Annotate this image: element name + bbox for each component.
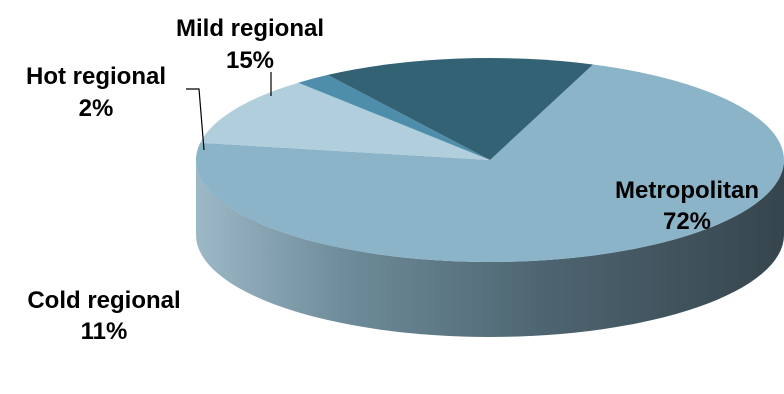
- label-mild-regional-name: Mild regional: [176, 15, 324, 42]
- pie-slice-mild-regional: [327, 58, 593, 160]
- pie-wall-metropolitan: [196, 160, 784, 337]
- label-cold-regional-name: Cold regional: [27, 287, 180, 314]
- label-metropolitan-name: Metropolitan: [615, 177, 759, 204]
- label-metropolitan-value: 72%: [663, 208, 711, 235]
- pie-slice-metropolitan: [195, 64, 784, 263]
- label-mild-regional-value: 15%: [226, 47, 274, 74]
- pie-slice-hot-regional: [298, 74, 490, 160]
- leader-line-hot-regional: [186, 88, 205, 151]
- pie-side-walls: [196, 160, 784, 337]
- label-hot-regional-name: Hot regional: [26, 63, 166, 90]
- label-cold-regional-value: 11%: [81, 318, 128, 345]
- pie-slice-cold-regional: [200, 82, 490, 160]
- label-hot-regional-value: 2%: [79, 95, 114, 122]
- pie-top-faces: [195, 58, 784, 263]
